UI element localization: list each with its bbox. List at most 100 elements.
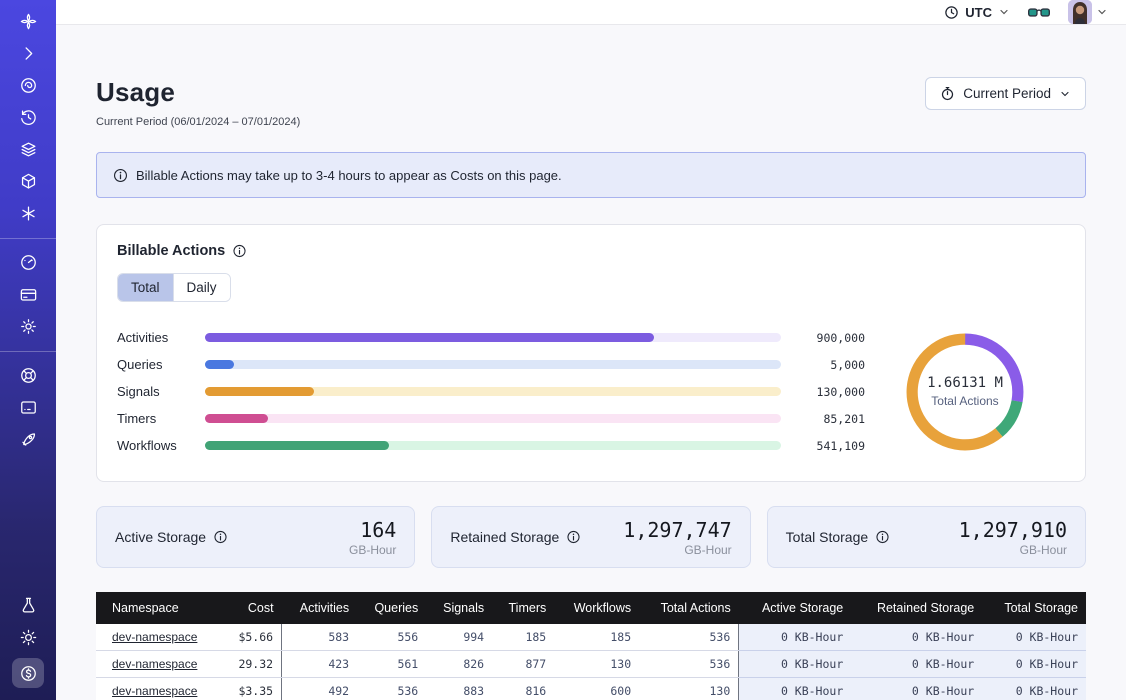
tab-daily[interactable]: Daily — [172, 274, 230, 301]
sidebar-item-schedules[interactable] — [10, 202, 46, 224]
cell-activities: 583 — [281, 624, 358, 651]
sidebar-item-getting-started-rocket[interactable] — [10, 428, 46, 450]
storage-card-unit: GB-Hour — [1019, 542, 1067, 557]
chevron-down-icon — [1061, 91, 1069, 96]
storage-card-value: 164 — [360, 517, 397, 542]
layers-icon — [21, 142, 35, 156]
retained-storage-card: Retained Storage 1,297,747 GB-Hour — [431, 506, 751, 568]
sidebar-item-billing-card[interactable] — [10, 283, 46, 305]
namespace-link[interactable]: dev-namespace — [112, 630, 198, 644]
bar-value: 900,000 — [816, 330, 865, 345]
storage-card-unit: GB-Hour — [348, 542, 397, 557]
donut-chart — [906, 333, 1024, 450]
sidebar-item-deployments[interactable] — [10, 170, 46, 192]
sidebar-item-collapse-chevron[interactable] — [10, 42, 46, 64]
period-selector-label: Current Period — [963, 86, 1051, 101]
cell-workflows: 600 — [554, 677, 640, 700]
namespace-link[interactable]: dev-namespace — [112, 657, 198, 671]
bar-fill — [205, 387, 315, 396]
bar-label: Workflows — [117, 438, 177, 453]
sidebar-item-temporal-logo[interactable] — [10, 10, 46, 32]
bar-track — [205, 360, 781, 369]
cell-total-storage: 0 KB-Hour — [982, 624, 1086, 651]
table-row: dev-namespace $5.66 583 556 994 185 185 536 0 KB… — [96, 624, 1086, 651]
labs-flask-icon — [22, 597, 34, 612]
glasses-button[interactable] — [1028, 5, 1050, 20]
billing-card-icon — [20, 288, 36, 301]
bar-fill — [205, 333, 655, 342]
info-icon[interactable] — [566, 530, 581, 544]
cell-retained-storage: 0 KB-Hour — [851, 650, 983, 678]
period-selector-button[interactable]: Current Period — [925, 77, 1086, 110]
bar-value: 130,000 — [816, 384, 865, 399]
bar-track — [205, 333, 781, 342]
user-menu[interactable] — [1068, 0, 1108, 24]
col-header-total-storage: Total Storage — [982, 592, 1086, 624]
col-header-workflows: Workflows — [554, 592, 640, 624]
bar-track — [205, 387, 781, 396]
timezone-dropdown[interactable]: UTC — [944, 5, 1010, 20]
col-header-activities: Activities — [281, 592, 358, 624]
bar-value: 5,000 — [830, 357, 865, 372]
sidebar-item-support-lifebuoy[interactable] — [10, 364, 46, 386]
col-header-retained-storage: Retained Storage — [851, 592, 983, 624]
donut-total-label: Total Actions — [931, 394, 999, 408]
col-header-namespace: Namespace — [96, 592, 223, 624]
total-actions-donut: 1.66131 M Total Actions — [865, 331, 1065, 453]
sidebar-item-layers[interactable] — [10, 138, 46, 160]
sidebar-separator — [0, 238, 56, 239]
bar-fill — [205, 441, 390, 450]
bar-row-queries: Queries 5,000 — [117, 351, 865, 378]
total-daily-tabs: Total Daily — [117, 273, 231, 302]
table-body: dev-namespace $5.66 583 556 994 185 185 536 0 KB… — [96, 624, 1086, 700]
page-title: Usage — [96, 77, 176, 107]
stopwatch-icon — [942, 86, 954, 101]
pricing-dollar-icon — [20, 665, 36, 681]
info-icon[interactable] — [875, 530, 890, 544]
info-icon[interactable] — [213, 530, 228, 544]
cell-activities: 492 — [281, 677, 358, 700]
cell-active-storage: 0 KB-Hour — [738, 677, 852, 700]
sidebar-separator — [0, 351, 56, 352]
cell-queries: 536 — [357, 677, 427, 700]
namespace-cell: dev-namespace — [96, 650, 223, 678]
cell-cost: $5.66 — [222, 624, 282, 651]
topbar: UTC — [56, 0, 1126, 25]
cell-total-actions: 536 — [639, 624, 739, 651]
cell-queries: 561 — [357, 650, 427, 678]
billable-actions-title: Billable Actions — [117, 243, 226, 259]
col-header-total-actions: Total Actions — [639, 592, 739, 624]
sidebar-item-feedback-terminal[interactable] — [10, 396, 46, 418]
active-storage-card: Active Storage 164 GB-Hour — [96, 506, 416, 568]
namespace-link[interactable]: dev-namespace — [112, 684, 198, 698]
total-storage-card: Total Storage 1,297,910 GB-Hour — [766, 506, 1086, 568]
cell-workflows: 130 — [554, 650, 640, 678]
sidebar-item-usage-gauge[interactable] — [10, 251, 46, 273]
sidebar-item-theme-sun[interactable] — [10, 626, 46, 648]
storage-card-unit: GB-Hour — [684, 542, 732, 557]
cell-active-storage: 0 KB-Hour — [738, 624, 852, 651]
sidebar-item-pricing-dollar[interactable] — [12, 658, 44, 688]
bar-value: 541,109 — [816, 438, 865, 453]
sidebar-item-history[interactable] — [10, 106, 46, 128]
cell-total-storage: 0 KB-Hour — [982, 677, 1086, 700]
sidebar-item-namespaces[interactable] — [10, 74, 46, 96]
storage-card-value: 1,297,747 — [623, 517, 732, 542]
bar-row-signals: Signals 130,000 — [117, 378, 865, 405]
chevron-down-icon — [1000, 9, 1008, 15]
info-icon — [114, 168, 127, 182]
bar-label: Queries — [117, 357, 163, 372]
tab-total[interactable]: Total — [118, 274, 173, 301]
sidebar-item-labs-flask[interactable] — [10, 594, 46, 616]
namespace-cell: dev-namespace — [96, 624, 223, 651]
sidebar — [0, 0, 56, 700]
content: Usage Current Period (06/01/2024 – 07/01… — [56, 25, 1126, 700]
bar-track — [205, 441, 781, 450]
theme-sun-icon — [20, 629, 36, 645]
col-header-queries: Queries — [357, 592, 427, 624]
sidebar-item-settings-gear[interactable] — [10, 315, 46, 337]
namespace-cell: dev-namespace — [96, 677, 223, 700]
cell-workflows: 185 — [554, 624, 640, 651]
info-icon[interactable] — [232, 244, 247, 258]
table-row: dev-namespace 29.32 423 561 826 877 130 536 0 KB… — [96, 650, 1086, 678]
